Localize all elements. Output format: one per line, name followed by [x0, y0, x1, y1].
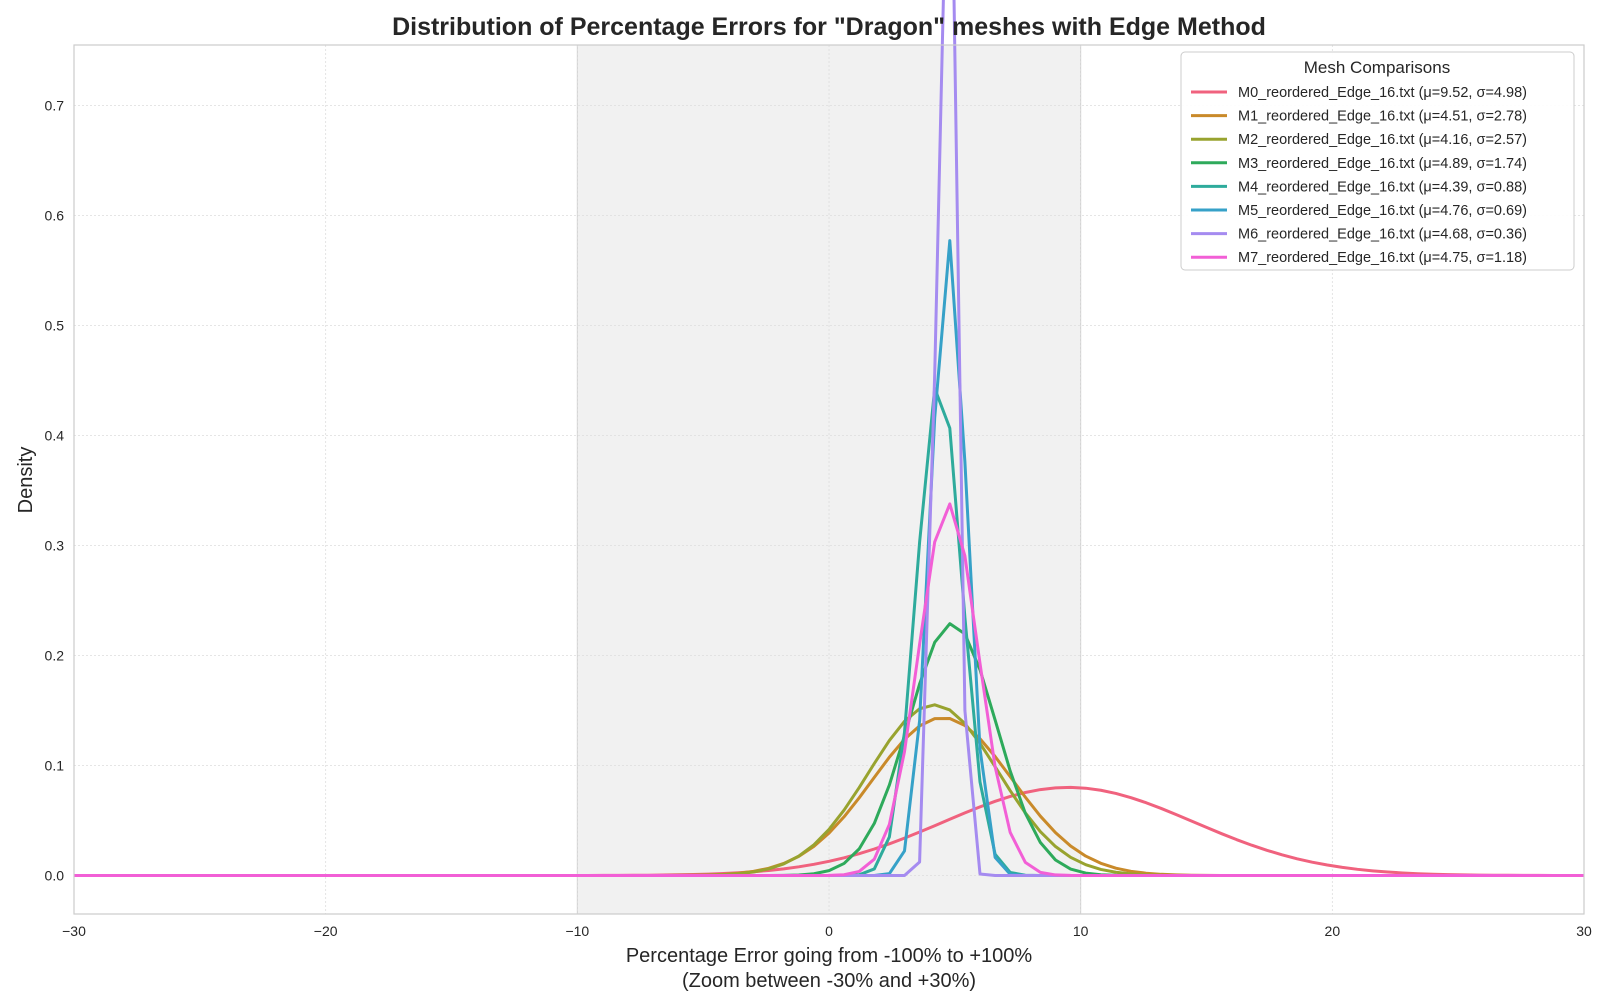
- x-tick-label: −20: [314, 923, 338, 939]
- y-tick-label: 0.1: [45, 758, 65, 774]
- legend-title: Mesh Comparisons: [1304, 58, 1450, 77]
- y-tick-label: 0.7: [45, 98, 65, 114]
- y-tick-label: 0.4: [45, 428, 65, 444]
- x-tick-label: 10: [1073, 923, 1089, 939]
- legend-label-m7: M7_reordered_Edge_16.txt (μ=4.75, σ=1.18…: [1238, 250, 1527, 266]
- y-tick-label: 0.3: [45, 538, 65, 554]
- x-tick-label: 0: [825, 923, 833, 939]
- y-tick-label: 0.0: [45, 868, 65, 884]
- legend-label-m0: M0_reordered_Edge_16.txt (μ=9.52, σ=4.98…: [1238, 85, 1527, 101]
- x-axis-label: Percentage Error going from -100% to +10…: [626, 945, 1033, 967]
- legend-label-m1: M1_reordered_Edge_16.txt (μ=4.51, σ=2.78…: [1238, 109, 1527, 125]
- x-tick-label: 30: [1576, 923, 1592, 939]
- legend: Mesh Comparisons M0_reordered_Edge_16.tx…: [1180, 51, 1575, 271]
- legend-label-m5: M5_reordered_Edge_16.txt (μ=4.76, σ=0.69…: [1238, 203, 1527, 219]
- legend-label-m3: M3_reordered_Edge_16.txt (μ=4.89, σ=1.74…: [1238, 156, 1527, 172]
- y-tick-label: 0.5: [45, 318, 65, 334]
- y-tick-label: 0.2: [45, 648, 65, 664]
- x-axis-sublabel: (Zoom between -30% and +30%): [682, 970, 976, 992]
- x-tick-label: −30: [62, 923, 86, 939]
- plot-frame: [73, 44, 1585, 915]
- chart-title: Distribution of Percentage Errors for "D…: [392, 13, 1266, 41]
- series-line-m7: [74, 502, 1584, 877]
- legend-box: [1180, 51, 1575, 271]
- legend-label-m6: M6_reordered_Edge_16.txt (μ=4.68, σ=0.36…: [1238, 227, 1527, 243]
- x-tick-label: 20: [1325, 923, 1341, 939]
- legend-label-m2: M2_reordered_Edge_16.txt (μ=4.16, σ=2.57…: [1238, 132, 1527, 148]
- x-tick-label: −10: [565, 923, 589, 939]
- legend-label-m4: M4_reordered_Edge_16.txt (μ=4.39, σ=0.88…: [1238, 179, 1527, 195]
- y-tick-label: 0.6: [45, 208, 65, 224]
- y-axis-label: Density: [15, 447, 37, 514]
